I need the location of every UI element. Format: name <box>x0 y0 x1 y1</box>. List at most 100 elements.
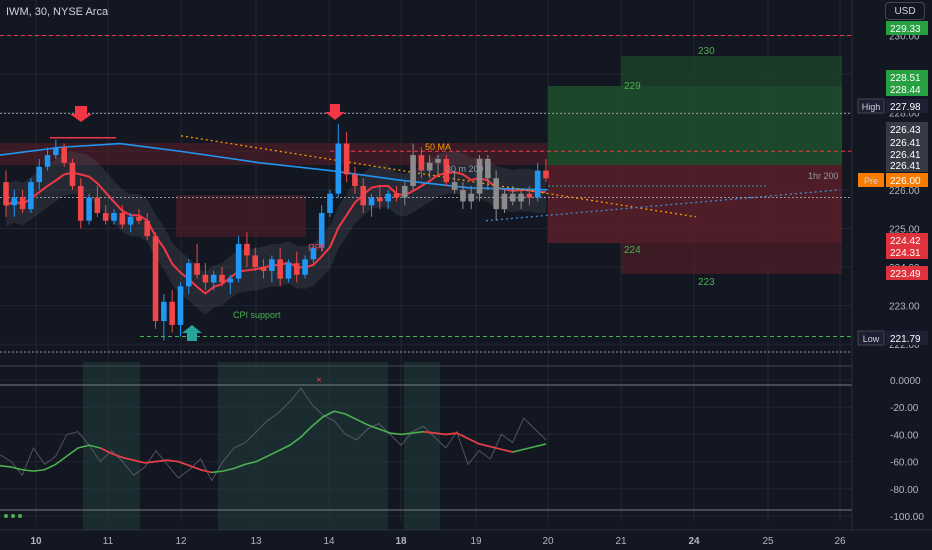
candle-body <box>36 166 43 183</box>
price-label-box <box>886 147 928 161</box>
profit-zone <box>548 86 842 165</box>
time-tick-label: 10 <box>30 536 42 547</box>
price-label-text: 228.44 <box>890 85 921 96</box>
candle-body <box>534 170 541 198</box>
osc-main-line-down <box>423 430 513 453</box>
price-label-box <box>886 331 928 345</box>
candle-body <box>161 301 167 322</box>
candle-body <box>352 174 358 186</box>
oscillator-zone <box>218 362 388 530</box>
candle-body <box>468 193 475 202</box>
candle-body <box>194 263 200 275</box>
candle-body <box>77 185 84 221</box>
candle-body <box>94 197 101 213</box>
osc-tick-label: -40.00 <box>890 430 919 441</box>
price-label-text: 223.49 <box>890 269 921 280</box>
time-axis <box>0 530 932 550</box>
candle-body <box>443 158 450 183</box>
candle-body <box>44 155 51 167</box>
price-label-text: 226.41 <box>890 161 921 172</box>
price-label-box <box>886 233 928 247</box>
candle-body <box>53 147 59 156</box>
ma-fast-line <box>5 171 546 295</box>
candle-body <box>102 213 109 221</box>
price-tick-label: 228.00 <box>889 109 920 120</box>
annotation-1hr-200: 1hr 200 <box>808 171 839 181</box>
candle-body <box>385 193 391 202</box>
price-label-text: 226.00 <box>890 176 921 187</box>
candle-body <box>69 162 76 186</box>
price-label-tag <box>857 330 885 346</box>
candle-body <box>86 197 92 221</box>
candle-body <box>418 155 425 171</box>
time-tick-label: 19 <box>470 536 482 547</box>
loss-zone <box>548 165 842 243</box>
loss-zone-lower <box>621 243 842 274</box>
candle-body <box>426 162 433 171</box>
time-tick-label: 13 <box>250 536 262 547</box>
osc-tick-label: -80.00 <box>890 485 919 496</box>
currency-button[interactable]: USD <box>885 2 925 20</box>
osc-main-line-down <box>99 447 212 474</box>
candle-body <box>285 263 292 279</box>
trend-line-up <box>485 189 841 222</box>
osc-tick-label: -20.00 <box>890 403 919 414</box>
candle-body <box>136 216 142 221</box>
price-label-text: 226.41 <box>890 150 921 161</box>
price-label-box <box>886 135 928 149</box>
candle-body <box>119 213 126 225</box>
price-label-box <box>886 70 928 84</box>
osc-tick-label: -60.00 <box>890 458 919 469</box>
price-label-tag-text: High <box>862 102 881 112</box>
candle-body <box>11 197 18 206</box>
price-label-box <box>886 99 928 113</box>
candle-body <box>368 197 375 206</box>
candle-body <box>111 213 117 221</box>
annotation-ppi: PPI <box>308 243 324 254</box>
price-label-box <box>886 245 928 259</box>
resistance-box <box>176 195 306 237</box>
price-label-box <box>886 122 928 136</box>
time-tick-label: 12 <box>175 536 187 547</box>
price-label-box <box>886 266 928 280</box>
candle-body <box>501 193 508 210</box>
price-label-tag <box>857 98 885 114</box>
price-tick-label: 223.00 <box>889 302 920 313</box>
candle-body <box>393 193 400 198</box>
candle-body <box>269 259 275 271</box>
time-tick-label: 24 <box>688 536 700 547</box>
time-tick-label: 25 <box>762 536 774 547</box>
osc-dot <box>18 514 22 518</box>
osc-tick-label: 0.0000 <box>890 376 921 387</box>
candle-body <box>152 236 159 322</box>
price-label-text: 226.41 <box>890 138 921 149</box>
candle-body <box>451 182 458 190</box>
candle-body <box>335 143 342 194</box>
candle-body <box>244 243 250 256</box>
price-label-text: 227.98 <box>890 102 921 113</box>
price-label-text: 224.42 <box>890 236 921 247</box>
time-tick-label: 14 <box>323 536 335 547</box>
candle-body <box>252 255 259 268</box>
candle-body <box>485 158 491 179</box>
annotation-230: 230 <box>698 46 715 57</box>
price-label-box <box>886 158 928 172</box>
annotation-cpi-support: CPI support <box>233 310 281 320</box>
candle-body <box>476 158 483 194</box>
candle-body <box>277 259 283 279</box>
candle-body <box>543 170 549 179</box>
price-label-text: 221.79 <box>890 334 921 345</box>
osc-signal-line <box>0 387 547 482</box>
candle-body <box>227 278 234 283</box>
price-label-text: 228.51 <box>890 73 921 84</box>
candle-body <box>410 155 416 186</box>
candle-body <box>377 197 383 202</box>
chart-title: IWM, 30, NYSE Arca <box>6 6 109 18</box>
time-tick-label: 21 <box>615 536 627 547</box>
osc-dot <box>4 514 8 518</box>
price-label-box <box>886 173 928 187</box>
price-tick-label: 230.00 <box>889 31 920 42</box>
annotation-223: 223 <box>698 277 715 288</box>
candle-body <box>493 178 499 210</box>
